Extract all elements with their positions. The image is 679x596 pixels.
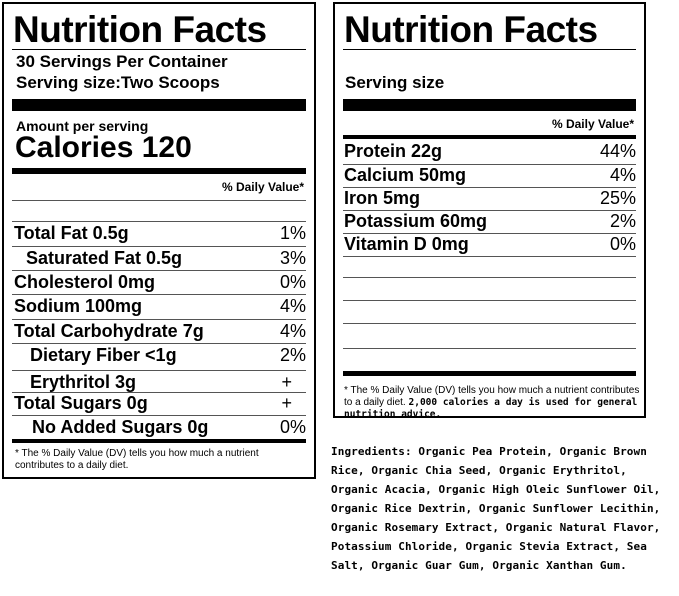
nutrient-dv: 25% — [599, 188, 636, 208]
nutrition-facts-label-right: Nutrition Facts Serving size % Daily Val… — [333, 2, 646, 421]
right-nutrient-row: Iron 5mg 25% — [344, 188, 636, 209]
right-medium-rule — [343, 135, 636, 139]
nutrient-name: Total Sugars 0g — [14, 393, 148, 413]
left-divider — [12, 200, 306, 201]
left-divider — [12, 319, 306, 320]
right-title: Nutrition Facts — [344, 9, 598, 50]
nutrient-dv: 44% — [599, 141, 636, 161]
left-thick-rule — [12, 99, 306, 111]
right-nutrient-row: Potassium 60mg 2% — [344, 211, 636, 232]
right-thick-rule — [343, 99, 636, 111]
nutrient-name: No Added Sugars 0g — [32, 417, 209, 437]
nutrient-dv: 0% — [609, 234, 636, 254]
nutrient-name: Sodium 100mg — [14, 296, 143, 316]
left-divider — [12, 294, 306, 295]
right-bottom-rule — [343, 371, 636, 376]
left-calories: Calories 120 — [15, 133, 192, 163]
nutrient-name: Total Carbohydrate 7g — [14, 321, 204, 341]
right-footnote-part1: * The % Daily Value (DV) tells you how m… — [344, 385, 640, 408]
nutrient-name: Calcium 50mg — [344, 165, 467, 185]
left-daily-value-header: % Daily Value* — [221, 180, 304, 194]
left-nutrient-row: Saturated Fat 0.5g 3% — [26, 248, 306, 269]
nutrient-name: Cholesterol 0mg — [14, 272, 156, 292]
right-nutrient-row: Protein 22g 44% — [344, 141, 636, 162]
left-divider — [12, 270, 306, 271]
right-nutrient-row: Vitamin D 0mg 0% — [344, 234, 636, 255]
nutrient-dv: + — [281, 372, 292, 392]
right-serving-size: Serving size — [345, 73, 445, 92]
nutrient-dv: 0% — [279, 417, 306, 437]
right-divider — [343, 233, 636, 234]
right-divider — [343, 256, 636, 257]
left-divider — [12, 343, 306, 344]
left-footnote: * The % Daily Value (DV) tells you how m… — [15, 448, 259, 471]
nutrient-dv: 4% — [279, 321, 306, 341]
nutrition-facts-label-left: Nutrition Facts 30 Servings Per Containe… — [2, 2, 316, 479]
left-nutrient-row: Total Carbohydrate 7g 4% — [14, 321, 306, 342]
nutrient-name: Saturated Fat 0.5g — [26, 248, 183, 268]
nutrient-name: Erythritol 3g — [30, 372, 137, 392]
left-amount-per-serving: Amount per serving — [16, 118, 149, 134]
right-divider — [343, 210, 636, 211]
left-calories-value: 120 — [141, 131, 192, 164]
left-calories-label: Calories — [15, 131, 134, 164]
nutrient-dv: 0% — [279, 272, 306, 292]
right-divider — [343, 300, 636, 301]
nutrient-name: Vitamin D 0mg — [344, 234, 469, 254]
right-divider — [343, 323, 636, 324]
right-footnote: * The % Daily Value (DV) tells you how m… — [344, 385, 640, 421]
nutrient-dv: 4% — [609, 165, 636, 185]
nutrient-name: Iron 5mg — [344, 188, 421, 208]
ingredients-text: Ingredients: Organic Pea Protein, Organi… — [331, 445, 661, 572]
right-nutrient-row: Calcium 50mg 4% — [344, 165, 636, 186]
left-divider — [12, 415, 306, 416]
left-serving-size: Serving size:Two Scoops — [16, 73, 220, 92]
left-divider — [12, 370, 306, 371]
left-title-rule — [12, 49, 306, 50]
right-divider — [343, 164, 636, 165]
right-divider — [343, 187, 636, 188]
nutrient-dv: 2% — [279, 345, 306, 365]
nutrient-name: Total Fat 0.5g — [14, 223, 129, 243]
nutrient-dv: 3% — [279, 248, 306, 268]
nutrient-dv: + — [281, 393, 292, 413]
left-nutrient-row: Sodium 100mg 4% — [14, 296, 306, 317]
right-daily-value-header: % Daily Value* — [551, 117, 634, 131]
left-nutrient-row: Erythritol 3g + — [30, 372, 292, 393]
left-nutrient-row: Cholesterol 0mg 0% — [14, 272, 306, 293]
right-divider — [343, 277, 636, 278]
left-divider — [12, 221, 306, 222]
left-bottom-rule — [12, 439, 306, 443]
left-divider — [12, 392, 306, 393]
left-nutrient-row: Total Sugars 0g + — [14, 393, 292, 414]
right-title-rule — [343, 49, 636, 50]
left-nutrient-row: Total Fat 0.5g 1% — [14, 223, 306, 244]
left-nutrient-row: No Added Sugars 0g 0% — [32, 417, 306, 438]
nutrient-dv: 4% — [279, 296, 306, 316]
left-divider — [12, 246, 306, 247]
nutrient-name: Dietary Fiber <1g — [30, 345, 177, 365]
nutrient-name: Potassium 60mg — [344, 211, 488, 231]
right-footnote-part2: 2,000 calories a day is used for general… — [344, 397, 638, 420]
left-servings-per-container: 30 Servings Per Container — [16, 52, 228, 71]
nutrient-dv: 2% — [609, 211, 636, 231]
right-divider — [343, 348, 636, 349]
left-title: Nutrition Facts — [13, 9, 267, 50]
left-medium-rule — [12, 168, 306, 174]
nutrient-name: Protein 22g — [344, 141, 443, 161]
nutrient-dv: 1% — [279, 223, 306, 243]
left-nutrient-row: Dietary Fiber <1g 2% — [30, 345, 306, 366]
